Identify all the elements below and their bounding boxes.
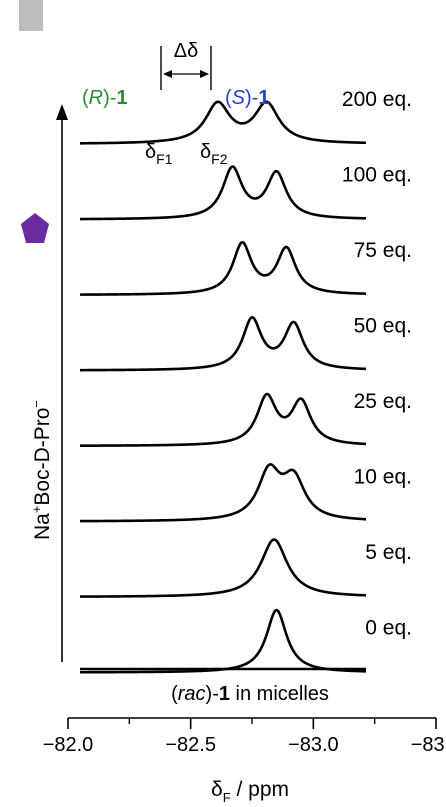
pentagon-icon (21, 213, 49, 243)
spectrum-line (79, 608, 367, 674)
spectrum-line (79, 392, 367, 447)
spectrum-label: 75 eq. (354, 239, 412, 262)
baseline-label: (rac)-1 in micelles (171, 683, 329, 705)
peak-f2-label: δF2 (200, 141, 228, 167)
x-tick-label: −83.0 (288, 734, 339, 756)
spectrum-label: 25 eq. (354, 390, 412, 413)
spectrum-line (79, 463, 367, 523)
enantiomer-s-label: (S)-1 (225, 87, 269, 109)
enantiomer-r-label: (R)-1 (82, 87, 128, 109)
x-axis-ticks: −82.0 −82.5 −83.0 −83.5 (43, 718, 446, 756)
x-axis-label: δF / ppm (211, 778, 289, 805)
spectrum-label: 50 eq. (354, 315, 412, 338)
peak-f1-label: δF1 (145, 141, 173, 167)
y-axis-label: Na+Boc-D-Pro− (29, 400, 54, 540)
x-tick-label: −82.0 (43, 734, 94, 756)
spectrum-line (79, 316, 367, 372)
delta-label: Δδ (174, 40, 199, 62)
spectrum-label: 5 eq. (365, 541, 412, 564)
spectrum-label: 0 eq. (365, 617, 412, 640)
x-tick-label: −82.5 (165, 734, 216, 756)
spectrum-line (79, 538, 367, 598)
spectrum-line (79, 240, 367, 296)
spectrum-label: 100 eq. (342, 164, 412, 187)
delta-arrow-head-right (200, 70, 209, 78)
spectrum-line (79, 100, 367, 145)
spectra-group (79, 100, 367, 674)
spectrum-label: 10 eq. (354, 466, 412, 489)
delta-arrow-head-left (163, 70, 172, 78)
spectrum-labels: 200 eq. 100 eq. 75 eq. 50 eq. 25 eq. 10 eq. 5 … (342, 88, 412, 640)
spectrum-line (79, 165, 367, 221)
y-axis-arrow-head (56, 104, 68, 120)
panel-marker (19, 0, 43, 31)
x-tick-label: −83.5 (411, 734, 446, 756)
spectrum-label: 200 eq. (342, 88, 412, 111)
